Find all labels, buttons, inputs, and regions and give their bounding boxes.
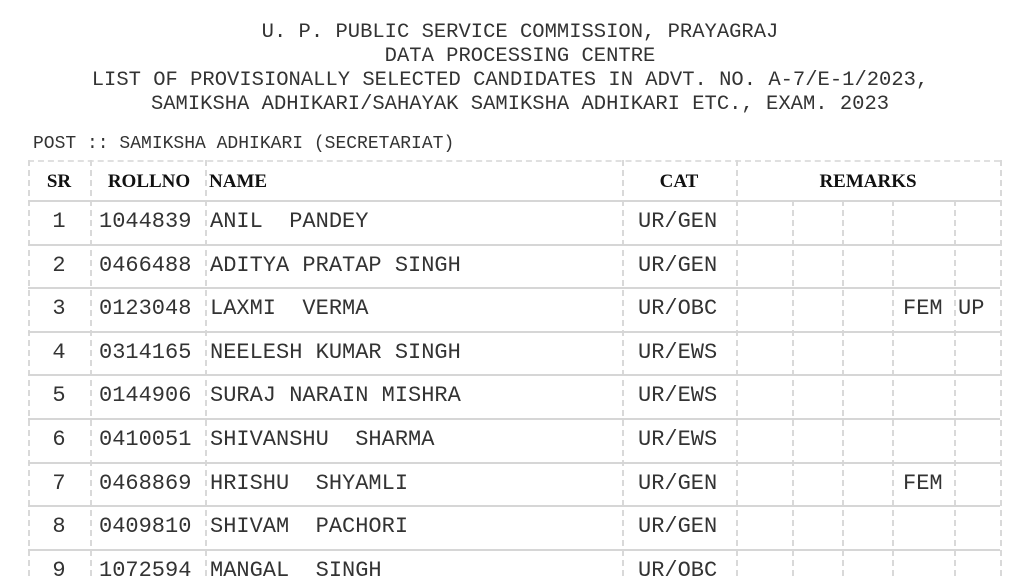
- column-divider: [28, 160, 30, 576]
- col-rollno: ROLLNO: [107, 171, 191, 192]
- name-cell: MANGAL SINGH: [210, 557, 382, 583]
- row-divider: [28, 418, 1000, 420]
- column-divider: [736, 160, 738, 576]
- cat-cell: UR/OBC: [638, 557, 718, 583]
- name-cell: HRISHU SHYAMLI: [210, 470, 409, 496]
- sr-cell: 8: [52, 514, 66, 540]
- name-cell: SHIVAM PACHORI: [210, 514, 409, 540]
- cat-cell: UR/GEN: [638, 514, 718, 540]
- rollno-cell: 1044839: [99, 209, 192, 234]
- rollno-cell: 0468869: [99, 470, 192, 496]
- cat-cell: UR/EWS: [638, 427, 718, 452]
- rollno-cell: 0410051: [99, 427, 192, 452]
- column-divider: [954, 200, 956, 576]
- row-divider: [28, 287, 1000, 290]
- column-divider: [205, 160, 207, 576]
- column-divider: [842, 200, 844, 576]
- col-remarks: REMARKS: [819, 171, 917, 192]
- name-cell: ANIL PANDEY: [210, 209, 369, 234]
- col-name: NAME: [209, 171, 268, 192]
- column-divider: [622, 160, 624, 576]
- column-divider: [1000, 160, 1002, 576]
- header-line-1: U. P. PUBLIC SERVICE COMMISSION, PRAYAGR…: [261, 21, 779, 44]
- name-cell: LAXMI VERMA: [210, 296, 369, 322]
- cat-cell: UR/EWS: [638, 339, 718, 365]
- row-divider: [28, 330, 1000, 333]
- cat-cell: UR/GEN: [638, 252, 718, 278]
- column-divider: [90, 160, 92, 576]
- cat-cell: UR/GEN: [638, 209, 718, 234]
- rollno-cell: 0466488: [99, 252, 192, 278]
- row-divider: [28, 548, 1000, 551]
- name-cell: ADITYA PRATAP SINGH: [210, 252, 461, 278]
- divider: [28, 160, 1000, 162]
- name-cell: SHIVANSHU SHARMA: [210, 427, 435, 452]
- remark-cell: FEM: [903, 296, 943, 322]
- row-divider: [28, 461, 1000, 464]
- rollno-cell: 0123048: [99, 296, 192, 322]
- header-line-4: SAMIKSHA ADHIKARI/SAHAYAK SAMIKSHA ADHIK…: [150, 93, 890, 116]
- sr-cell: 3: [52, 296, 66, 322]
- cat-cell: UR/EWS: [638, 383, 718, 409]
- rollno-cell: 0314165: [99, 339, 192, 365]
- sr-cell: 1: [52, 209, 66, 234]
- sr-cell: 9: [52, 557, 66, 583]
- rollno-cell: 0409810: [99, 514, 192, 540]
- sr-cell: 4: [52, 339, 66, 365]
- column-divider: [892, 200, 894, 576]
- rollno-cell: 1072594: [99, 557, 192, 583]
- sr-cell: 6: [52, 427, 66, 452]
- remark-cell: UP: [958, 296, 985, 322]
- sr-cell: 5: [52, 383, 66, 409]
- sr-cell: 7: [52, 470, 66, 496]
- name-cell: NEELESH KUMAR SINGH: [210, 339, 461, 365]
- remark-cell: FEM: [903, 470, 943, 496]
- row-divider: [28, 200, 1000, 202]
- rollno-cell: 0144906: [99, 383, 192, 409]
- col-cat: CAT: [659, 171, 699, 192]
- column-divider: [792, 200, 794, 576]
- row-divider: [28, 374, 1000, 377]
- cat-cell: UR/GEN: [638, 470, 718, 496]
- row-divider: [28, 505, 1000, 508]
- row-divider: [28, 243, 1000, 246]
- header-line-3: LIST OF PROVISIONALLY SELECTED CANDIDATE…: [91, 69, 929, 92]
- sr-cell: 2: [52, 252, 66, 278]
- col-sr: SR: [46, 171, 72, 192]
- cat-cell: UR/OBC: [638, 296, 718, 322]
- header-line-2: DATA PROCESSING CENTRE: [384, 45, 656, 68]
- post-title: POST :: SAMIKSHA ADHIKARI (SECRETARIAT): [33, 134, 455, 154]
- name-cell: SURAJ NARAIN MISHRA: [210, 383, 461, 409]
